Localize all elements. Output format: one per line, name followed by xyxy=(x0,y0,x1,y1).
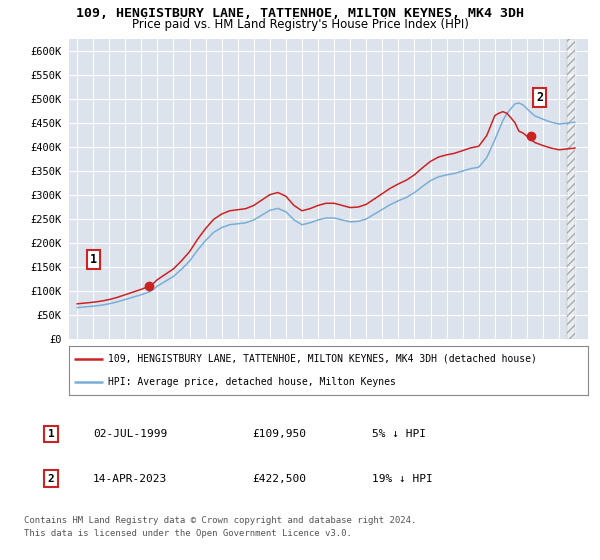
Text: £422,500: £422,500 xyxy=(252,474,306,484)
Text: Contains HM Land Registry data © Crown copyright and database right 2024.: Contains HM Land Registry data © Crown c… xyxy=(24,516,416,525)
Text: 5% ↓ HPI: 5% ↓ HPI xyxy=(372,429,426,439)
Text: This data is licensed under the Open Government Licence v3.0.: This data is licensed under the Open Gov… xyxy=(24,529,352,538)
Text: 109, HENGISTBURY LANE, TATTENHOE, MILTON KEYNES, MK4 3DH: 109, HENGISTBURY LANE, TATTENHOE, MILTON… xyxy=(76,7,524,20)
Text: 2: 2 xyxy=(47,474,55,484)
Text: 19% ↓ HPI: 19% ↓ HPI xyxy=(372,474,433,484)
Text: 02-JUL-1999: 02-JUL-1999 xyxy=(93,429,167,439)
Text: £109,950: £109,950 xyxy=(252,429,306,439)
Text: HPI: Average price, detached house, Milton Keynes: HPI: Average price, detached house, Milt… xyxy=(108,377,396,388)
Text: Price paid vs. HM Land Registry's House Price Index (HPI): Price paid vs. HM Land Registry's House … xyxy=(131,18,469,31)
Text: 109, HENGISTBURY LANE, TATTENHOE, MILTON KEYNES, MK4 3DH (detached house): 109, HENGISTBURY LANE, TATTENHOE, MILTON… xyxy=(108,354,537,364)
Text: 1: 1 xyxy=(89,253,97,266)
Text: 1: 1 xyxy=(47,429,55,439)
Text: 14-APR-2023: 14-APR-2023 xyxy=(93,474,167,484)
Text: 2: 2 xyxy=(536,91,543,104)
